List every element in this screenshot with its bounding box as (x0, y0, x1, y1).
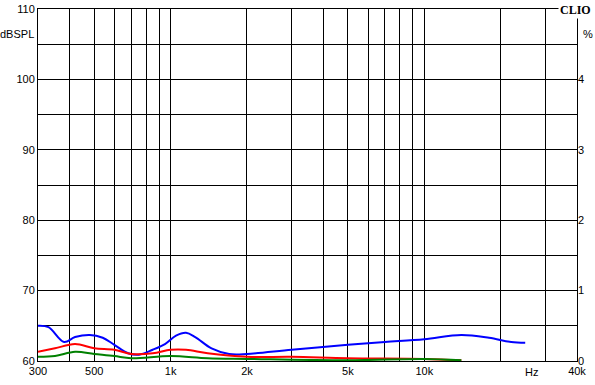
svg-text:60: 60 (23, 355, 35, 367)
svg-text:40k: 40k (568, 365, 586, 377)
svg-text:10k: 10k (415, 365, 433, 377)
svg-text:100: 100 (16, 73, 34, 85)
svg-text:300: 300 (29, 365, 47, 377)
svg-text:80: 80 (23, 214, 35, 226)
svg-text:Hz: Hz (525, 366, 538, 378)
svg-text:0: 0 (578, 355, 584, 367)
svg-text:1: 1 (578, 284, 584, 296)
svg-text:1k: 1k (165, 365, 177, 377)
svg-text:2k: 2k (241, 365, 253, 377)
svg-text:4: 4 (578, 73, 584, 85)
svg-text:90: 90 (23, 144, 35, 156)
svg-text:70: 70 (23, 284, 35, 296)
svg-text:%: % (583, 28, 593, 40)
svg-text:5k: 5k (342, 365, 354, 377)
svg-text:500: 500 (85, 365, 103, 377)
svg-text:110: 110 (17, 3, 35, 15)
svg-text:2: 2 (578, 214, 584, 226)
svg-text:3: 3 (578, 144, 584, 156)
svg-text:5: 5 (578, 3, 584, 15)
svg-text:CLIO: CLIO (560, 3, 591, 17)
svg-text:dBSPL: dBSPL (0, 28, 34, 40)
